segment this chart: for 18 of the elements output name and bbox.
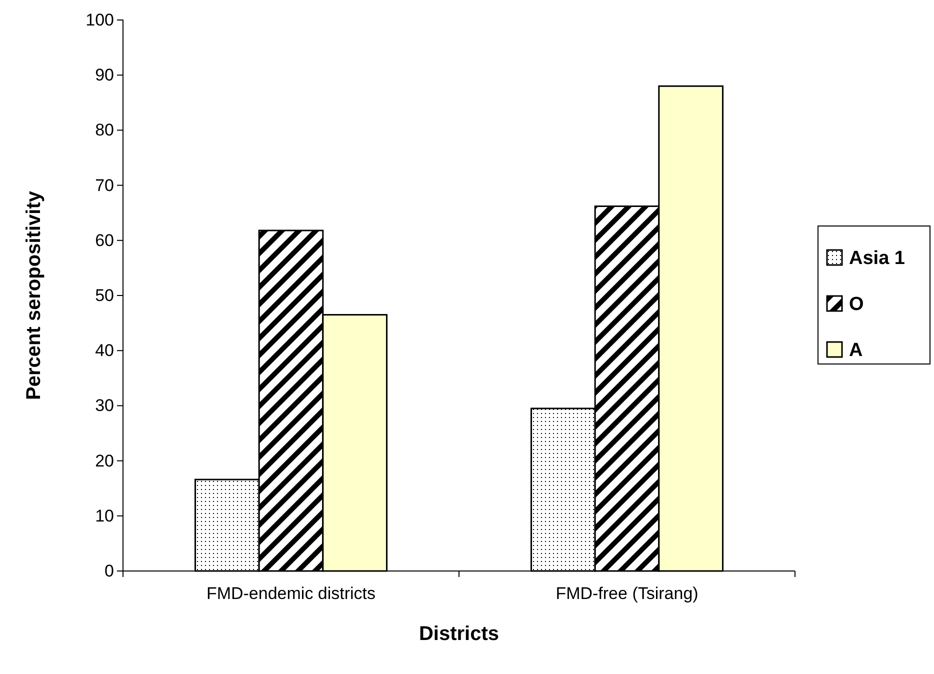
y-tick-label: 90 (95, 66, 114, 85)
y-tick-label: 70 (95, 176, 114, 195)
x-axis-title: Districts (418, 623, 500, 645)
legend-label: Asia 1 (849, 248, 906, 269)
y-tick-label: 50 (95, 286, 114, 305)
y-tick-label: 100 (86, 10, 114, 30)
y-tick-label: 20 (95, 451, 114, 470)
y-tick-label: 30 (95, 396, 114, 416)
x-tick-label: FMD-endemic districts (206, 584, 376, 604)
y-tick-label: 0 (104, 561, 114, 580)
y-axis-title: Percent seropositivity (23, 190, 45, 400)
legend-label: A (849, 340, 863, 361)
y-tick-label: 40 (95, 341, 114, 360)
x-tick-label: FMD-free (Tsirang) (556, 584, 698, 604)
y-tick-label: 60 (95, 230, 114, 250)
y-tick-label: 80 (95, 120, 114, 140)
legend-label: O (849, 294, 864, 315)
y-tick-label: 10 (95, 506, 114, 526)
